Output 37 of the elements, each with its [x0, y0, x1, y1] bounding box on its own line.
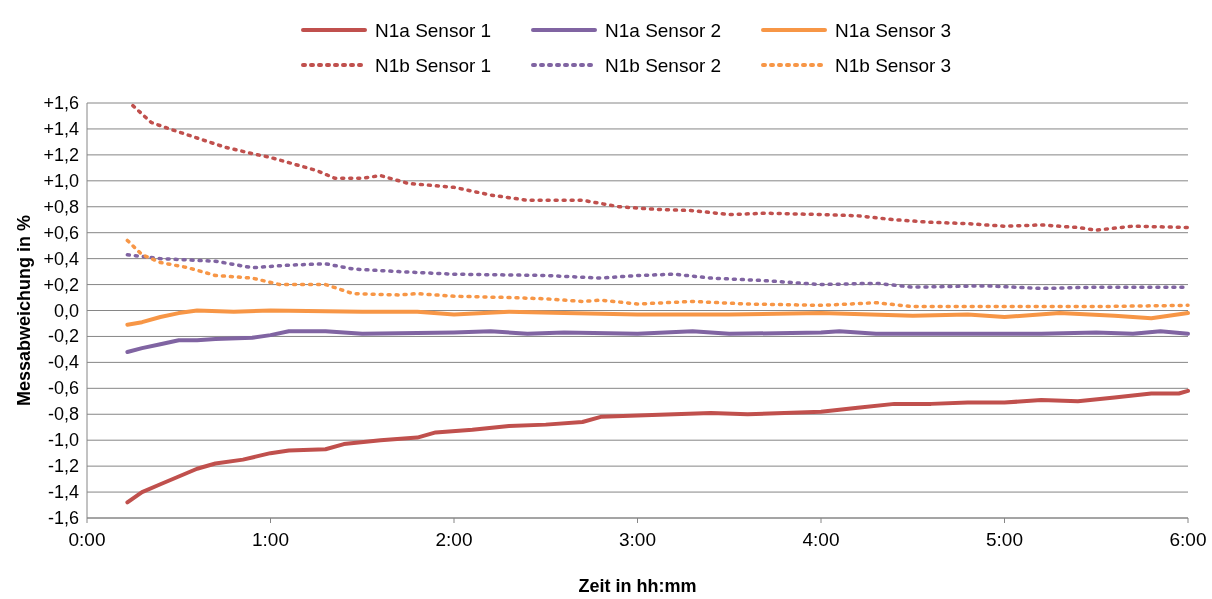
y-tick-label: +0,6 — [43, 222, 79, 243]
y-tick-label: -0,4 — [47, 352, 79, 373]
x-tick-label: 0:00 — [68, 529, 106, 550]
y-tick-label: +0,2 — [43, 274, 79, 295]
legend-label: N1a Sensor 1 — [375, 20, 492, 41]
line-series — [125, 308, 1190, 327]
legend-label: N1a Sensor 2 — [605, 20, 722, 41]
y-tick-label: -0,2 — [47, 326, 79, 347]
y-tick-label: +1,2 — [43, 144, 79, 165]
y-tick-label: -1,2 — [47, 456, 79, 477]
y-tick-label: -0,8 — [47, 404, 79, 425]
y-tick-label: -0,6 — [47, 378, 79, 399]
x-tick-label: 5:00 — [986, 529, 1023, 550]
x-axis-title: Zeit in hh:mm — [578, 576, 697, 596]
line-series — [125, 238, 1190, 309]
x-tick-label: 2:00 — [435, 529, 473, 550]
line-series — [131, 103, 1190, 232]
legend-label: N1b Sensor 1 — [375, 55, 492, 76]
y-tick-label: +1,6 — [43, 93, 79, 113]
y-tick-label: +0,8 — [43, 196, 79, 217]
y-axis-title: Messabweichung in % — [14, 214, 34, 407]
line-series — [125, 329, 1190, 354]
legend-label: N1b Sensor 3 — [835, 55, 952, 76]
x-tick-label: 6:00 — [1169, 529, 1207, 550]
y-tick-label: -1,0 — [47, 430, 79, 451]
legend-label: N1b Sensor 2 — [605, 55, 722, 76]
line-series — [125, 388, 1190, 505]
y-tick-label: 0,0 — [53, 300, 79, 321]
y-tick-label: -1,4 — [47, 482, 79, 503]
x-tick-label: 3:00 — [619, 529, 656, 550]
legend-label: N1a Sensor 3 — [835, 20, 952, 41]
x-tick-label: 4:00 — [802, 529, 840, 550]
y-tick-label: +0,4 — [43, 248, 79, 269]
x-tick-label: 1:00 — [252, 529, 289, 550]
y-tick-label: +1,0 — [43, 170, 79, 191]
y-tick-label: -1,6 — [47, 508, 79, 528]
y-tick-label: +1,4 — [43, 118, 79, 139]
